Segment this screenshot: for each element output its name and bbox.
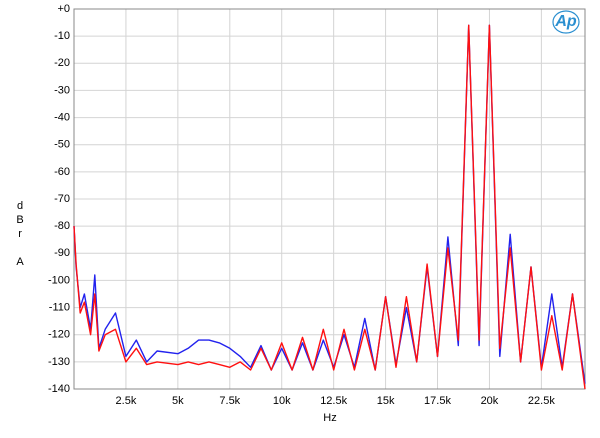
y-tick-label: -10: [54, 30, 70, 42]
y-axis-label: dBr A: [14, 200, 26, 270]
x-tick-label: 17.5k: [424, 395, 451, 407]
y-tick-label: -120: [48, 329, 70, 341]
series-line: [73, 24, 586, 390]
x-tick-label: 2.5k: [116, 395, 137, 407]
plot-frame: [73, 8, 586, 390]
y-tick-label: -80: [54, 220, 70, 232]
x-axis-label: Hz: [323, 412, 336, 424]
x-tick-label: 22.5k: [528, 395, 555, 407]
x-tick-label: 12.5k: [320, 395, 347, 407]
y-tick-label: -100: [48, 274, 70, 286]
y-tick-label: -40: [54, 111, 70, 123]
y-tick-label: -130: [48, 356, 70, 368]
y-tick-label: -20: [54, 57, 70, 69]
x-tick-label: 7.5k: [219, 395, 240, 407]
x-tick-label: 15k: [377, 395, 395, 407]
y-tick-label: +0: [57, 3, 70, 15]
y-tick-label: -30: [54, 84, 70, 96]
logo: Ap: [554, 13, 577, 30]
y-tick-label: -70: [54, 193, 70, 205]
y-tick-label: -90: [54, 247, 70, 259]
x-tick-label: 20k: [481, 395, 499, 407]
y-tick-label: -50: [54, 139, 70, 151]
y-tick-label: -60: [54, 166, 70, 178]
y-tick-label: -110: [49, 301, 70, 313]
x-tick-label: 10k: [273, 395, 291, 407]
y-tick-label: -140: [48, 383, 70, 395]
logo-ring: [552, 10, 580, 34]
x-tick-label: 5k: [172, 395, 184, 407]
